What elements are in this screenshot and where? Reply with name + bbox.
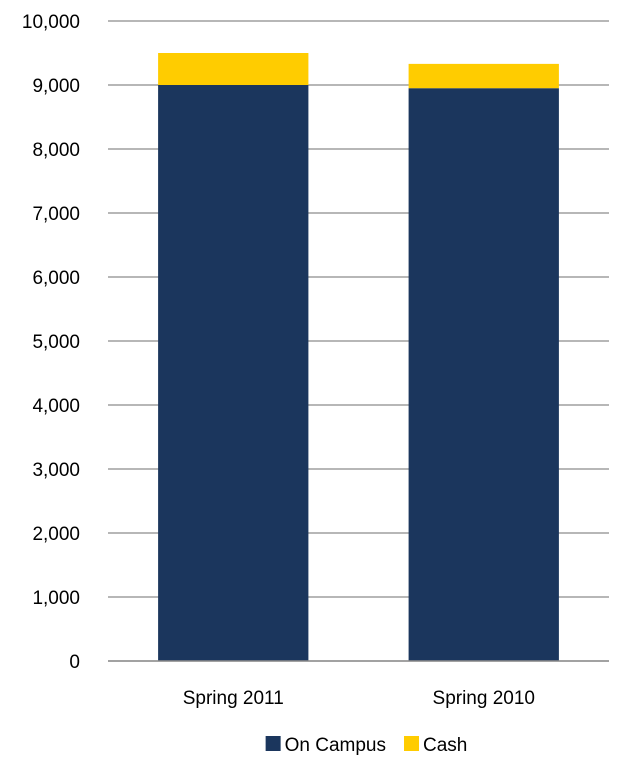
y-tick-label: 6,000 [32, 268, 80, 289]
axes: 0 1,000 2,000 3,000 4,000 5,000 6,000 7,000 8,00… [22, 12, 609, 709]
legend-item-cash: Cash [404, 735, 467, 756]
y-tick-label: 1,000 [32, 588, 80, 609]
y-tick-label: 5,000 [32, 332, 80, 353]
x-category-label: Spring 2010 [433, 688, 535, 709]
y-tick-label: 8,000 [32, 140, 80, 161]
bars [158, 53, 559, 661]
y-tick-label: 7,000 [32, 204, 80, 225]
y-tick-label: 9,000 [32, 76, 80, 97]
bar-cash-0 [158, 53, 309, 85]
y-tick-label: 3,000 [32, 460, 80, 481]
bar-on-campus-0 [158, 85, 309, 661]
legend-label: Cash [423, 735, 467, 756]
y-tick-label: 4,000 [32, 396, 80, 417]
legend-label: On Campus [285, 735, 386, 756]
y-tick-label: 2,000 [32, 524, 80, 545]
x-category-label: Spring 2011 [183, 688, 284, 709]
legend-item-on-campus: On Campus [265, 735, 386, 756]
legend-swatch [404, 736, 420, 751]
y-tick-label: 10,000 [22, 12, 80, 33]
bar-cash-1 [408, 63, 559, 89]
legend: On Campus Cash [265, 735, 467, 756]
legend-swatch [265, 736, 281, 751]
y-tick-label: 0 [69, 652, 80, 673]
bar-on-campus-1 [408, 88, 559, 661]
